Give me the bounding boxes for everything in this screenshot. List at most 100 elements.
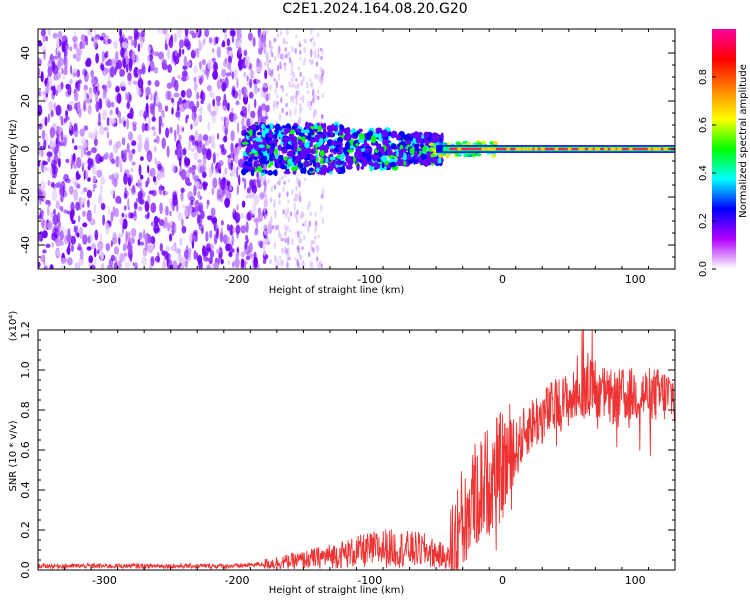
spectrogram-cell bbox=[118, 117, 122, 125]
spectrogram-cell bbox=[60, 194, 64, 203]
spectrogram-cell bbox=[73, 145, 78, 151]
spectrogram-cell bbox=[83, 125, 89, 131]
spectrogram-cell bbox=[110, 101, 115, 108]
spectrogram-cell bbox=[316, 32, 320, 38]
spectrogram-cell bbox=[291, 165, 297, 172]
spectrogram-cell bbox=[273, 55, 277, 62]
spectrogram-cell bbox=[327, 125, 334, 131]
spectrogram-cell bbox=[92, 175, 97, 183]
spectrogram-cell bbox=[57, 51, 62, 59]
spectrogram-cell bbox=[161, 122, 164, 128]
spectrogram-cell bbox=[312, 128, 318, 133]
spectrogram-cell bbox=[211, 115, 217, 124]
spectrogram-cell bbox=[345, 141, 351, 149]
spectrogram-cell bbox=[329, 131, 334, 138]
spectrogram-cell bbox=[57, 157, 61, 168]
spectrogram-cell bbox=[47, 180, 51, 186]
spectrogram-cell bbox=[174, 130, 177, 142]
spectrogram-cell bbox=[52, 85, 56, 96]
spectrogram-cell bbox=[395, 134, 402, 141]
spectrogram-cell bbox=[198, 61, 202, 66]
spectrogram-cell bbox=[251, 254, 254, 267]
spectrogram-cell bbox=[313, 40, 316, 48]
spectrogram-cell bbox=[246, 211, 252, 221]
spectrogram-cell bbox=[315, 61, 319, 67]
spectrogram-cell bbox=[83, 149, 86, 156]
spectrogram-cell bbox=[50, 181, 55, 188]
spectrogram-cell bbox=[109, 109, 113, 116]
spectrogram-cell bbox=[44, 116, 48, 127]
y-tick-label: 0 bbox=[19, 146, 32, 153]
spectrogram-cell bbox=[295, 131, 300, 135]
colorbar-label: Normalized spectral amplitude bbox=[738, 64, 749, 218]
spectrogram-cell bbox=[162, 256, 166, 268]
spectrogram-cell bbox=[102, 56, 106, 62]
spectrogram-cell bbox=[314, 93, 317, 100]
spectrogram-cell bbox=[317, 234, 320, 239]
spectrogram-cell bbox=[82, 187, 88, 193]
spectrogram-cell bbox=[123, 242, 128, 249]
spectrogram-cell bbox=[161, 171, 165, 179]
spectrogram-cell bbox=[127, 231, 131, 243]
spectrogram-cell bbox=[196, 100, 200, 109]
spectrogram-cell bbox=[159, 202, 164, 215]
spectrogram-cell bbox=[242, 164, 246, 169]
carrier-line-peak bbox=[594, 147, 599, 151]
carrier-line-peak bbox=[457, 147, 462, 151]
spectrogram-cell bbox=[312, 96, 315, 104]
spectrogram-cell bbox=[164, 216, 168, 228]
spectrogram-cell bbox=[428, 142, 434, 147]
spectrogram-cell bbox=[49, 140, 53, 149]
y-axis-label: Frequency (Hz) bbox=[8, 119, 19, 195]
carrier-line-peak bbox=[588, 147, 593, 151]
spectrogram-cell bbox=[310, 29, 313, 35]
spectrogram-cell bbox=[169, 220, 173, 227]
spectrogram-cell bbox=[51, 189, 58, 202]
spectrogram-cell bbox=[131, 184, 136, 193]
spectrogram-cell bbox=[87, 104, 92, 115]
spectrogram-cell bbox=[202, 153, 207, 165]
spectrogram-cell bbox=[222, 29, 227, 34]
spectrogram-cell bbox=[232, 208, 236, 214]
x-axis-label: Height of straight line (km) bbox=[269, 285, 405, 296]
spectrogram-cell bbox=[226, 224, 230, 231]
spectrogram-cell bbox=[287, 199, 290, 204]
spectrogram-cell bbox=[86, 246, 92, 251]
spectrogram-cell bbox=[273, 99, 276, 108]
spectrogram-cell bbox=[281, 53, 284, 60]
spectrogram-cell bbox=[172, 260, 178, 269]
spectrogram-cell bbox=[279, 30, 283, 37]
spectrogram-cell bbox=[155, 95, 160, 107]
spectrogram-cell bbox=[381, 129, 388, 138]
spectrogram-cell bbox=[218, 168, 222, 174]
spectrogram-cell bbox=[137, 43, 141, 53]
spectrogram-cell bbox=[209, 110, 216, 117]
spectrogram-cell bbox=[178, 258, 183, 264]
spectrogram-cell bbox=[190, 209, 197, 218]
spectrogram-cell bbox=[158, 103, 163, 112]
spectrogram-cell bbox=[38, 69, 41, 74]
spectrogram-cell bbox=[302, 76, 305, 82]
spectrogram-cell bbox=[235, 100, 240, 106]
spectrogram-cell bbox=[240, 225, 247, 234]
spectrogram-cell bbox=[317, 52, 320, 59]
spectrogram-cell bbox=[312, 246, 315, 254]
colorbar-tick-label: 0.0 bbox=[698, 261, 709, 277]
spectrogram-cell bbox=[300, 238, 303, 244]
spectrogram-cell bbox=[287, 141, 292, 145]
spectrogram-cell bbox=[262, 91, 266, 99]
y-tick-label: 1.2 bbox=[19, 321, 32, 339]
spectrogram-cell bbox=[299, 230, 303, 235]
spectrogram-cell bbox=[247, 157, 253, 163]
spectrogram-cell bbox=[52, 60, 56, 69]
spectrogram-cell bbox=[269, 84, 272, 92]
spectrogram-cell bbox=[193, 229, 198, 237]
spectrogram-cell bbox=[181, 225, 187, 234]
spectrogram-cell bbox=[238, 58, 244, 70]
spectrogram-cell bbox=[300, 79, 304, 87]
spectrogram-cell bbox=[263, 205, 266, 213]
spectrogram-cell bbox=[59, 264, 66, 269]
spectrogram-cell bbox=[481, 140, 487, 145]
spectrogram-cell bbox=[243, 49, 248, 57]
